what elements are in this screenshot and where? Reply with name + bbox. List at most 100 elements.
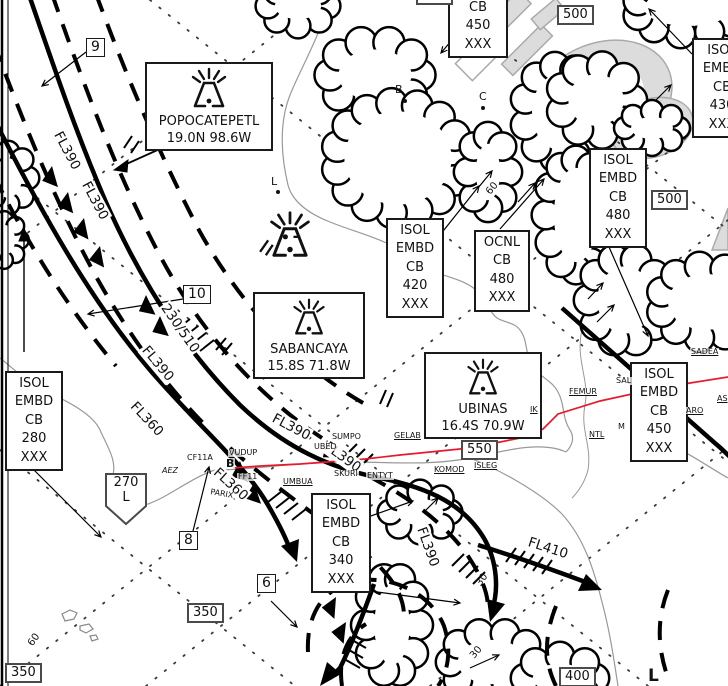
pointer-arrow [423, 497, 439, 513]
jet-arrowhead [487, 599, 505, 622]
cb-box-ocnl-480: OCNL CB 480 XXX [474, 230, 530, 312]
jet-arrowheads [281, 539, 602, 686]
note-box-9: 9 [86, 38, 105, 57]
waypoint-skuri: SKURI [333, 469, 359, 478]
pointer-arrow [354, 588, 462, 606]
coastline [469, 457, 619, 686]
city-dot [481, 106, 485, 110]
volcano-coords: 19.0N 98.6W [166, 130, 252, 146]
cloud-scallop [254, 0, 342, 40]
left-arrow-line [121, 147, 163, 167]
chart-frame [0, 0, 9, 686]
inland-border [571, 329, 590, 499]
trop-low-outline [105, 473, 147, 526]
waypoint-sumpo: SUMPO [331, 432, 362, 441]
wind-pennant [152, 316, 169, 337]
volcano-name: UBINAS [458, 402, 508, 418]
pointer-arrow [270, 600, 298, 628]
waypoint-ntl: NTL [588, 430, 606, 439]
waypoint-b: B [225, 457, 236, 470]
jet-bottom [328, 583, 377, 680]
pointer-arrow [596, 304, 615, 323]
volcano-name: SABANCAYA [270, 342, 348, 358]
cat-dashed-line [0, 183, 118, 368]
cloud-scallop [452, 120, 524, 224]
cb-box-femur-450: ISOL EMBD CB 450 XXX [630, 362, 688, 463]
cat-dashed-line [339, 460, 490, 613]
wind-pennant [42, 166, 58, 188]
wind-pennant [244, 483, 262, 504]
waypoint-isleg: ISLEG [473, 461, 499, 470]
cat-dashed-line [339, 622, 368, 686]
trop-low-value: 270 [113, 475, 139, 490]
up-arrowhead [18, 226, 30, 242]
waypoint-ik: IK [529, 405, 539, 414]
volcano-icon [467, 358, 499, 395]
misc-arrows [18, 147, 163, 352]
volcano-name: POPOCATEPETL [158, 114, 260, 130]
trop-low-letter: L [122, 489, 130, 505]
cloud-scallop [645, 250, 728, 354]
trop-low-pentagon: 270 L [104, 472, 148, 526]
jet-fl360 [0, 125, 294, 553]
waypoint-sal: SAL [615, 376, 633, 385]
cloud-scallop [320, 86, 477, 230]
jet-speed-change-tick [379, 389, 394, 408]
graticule-line [0, 103, 728, 686]
volcano-icon [191, 67, 227, 108]
pointer-arrow [23, 459, 102, 538]
city-marker-c: C [479, 90, 487, 103]
waypoint-aez: AEZ [161, 466, 180, 475]
note-box-10: 10 [183, 285, 211, 304]
pointer-arrow [469, 654, 501, 669]
volcano-coords: 15.8S 71.8W [267, 358, 351, 374]
pointer-arrow [587, 281, 604, 300]
note-box-6: 6 [257, 574, 276, 593]
pointer-arrow [608, 246, 649, 338]
wind-hatch [345, 639, 367, 669]
wind-pennant [321, 597, 336, 619]
waypoint-ff11: FF11 [237, 472, 259, 481]
city-dot [403, 99, 407, 103]
pointer-arrow [40, 51, 87, 87]
cat-dashed-line [545, 605, 558, 686]
pointer-arrow [367, 499, 415, 518]
cat-dashed-line [51, 0, 324, 440]
shaded-triangle [710, 207, 728, 251]
waypoint-femur: FEMUR [568, 387, 598, 396]
volcano-box-sabancaya: SABANCAYA 15.8S 71.8W [253, 292, 365, 379]
pointer-arrow [517, 181, 536, 203]
cb-box-right-430: ISOL EMBD CB 430 XXX [692, 38, 728, 139]
wind-pennant [331, 622, 346, 644]
volcano-icon [293, 298, 325, 335]
pointer-arrow [477, 169, 493, 189]
left-arrowhead [112, 158, 129, 173]
volcano-coords: 16.4S 70.9W [441, 418, 525, 434]
trop-box-350-mid: 350 [187, 603, 224, 624]
cloud-scallop [0, 139, 41, 217]
trop-box-400: 400 [559, 667, 596, 686]
cb-box-bottom-340: ISOL EMBD CB 340 XXX [311, 493, 371, 594]
cat-dashed-line [228, 446, 406, 617]
pointer-arrow [654, 84, 672, 102]
wind-pennant [57, 192, 74, 214]
cb-box-420: ISOL EMBD CB 420 XXX [386, 218, 444, 319]
cb-box-left-280: ISOL EMBD CB 280 XXX [5, 371, 63, 472]
waypoint-m: M [617, 422, 626, 431]
waypoint-entyt: ENTYT [366, 471, 394, 480]
wind-pennant-group [42, 166, 346, 644]
waypoint-vudup: VUDUP [228, 448, 259, 457]
jet-fl390 [28, 0, 499, 611]
wind-pennant [73, 218, 89, 240]
jet-speed-change-tick [123, 135, 140, 154]
pointer-arrow [648, 8, 693, 55]
jet-arrowhead [281, 539, 299, 562]
trop-box-500-top: 500 [557, 5, 594, 26]
waypoint-komod: KOMOD [433, 465, 466, 474]
coastline [0, 357, 567, 507]
coastline [281, 0, 574, 453]
cat-dashed-line [305, 577, 451, 686]
trop-box-550: 550 [461, 440, 498, 461]
